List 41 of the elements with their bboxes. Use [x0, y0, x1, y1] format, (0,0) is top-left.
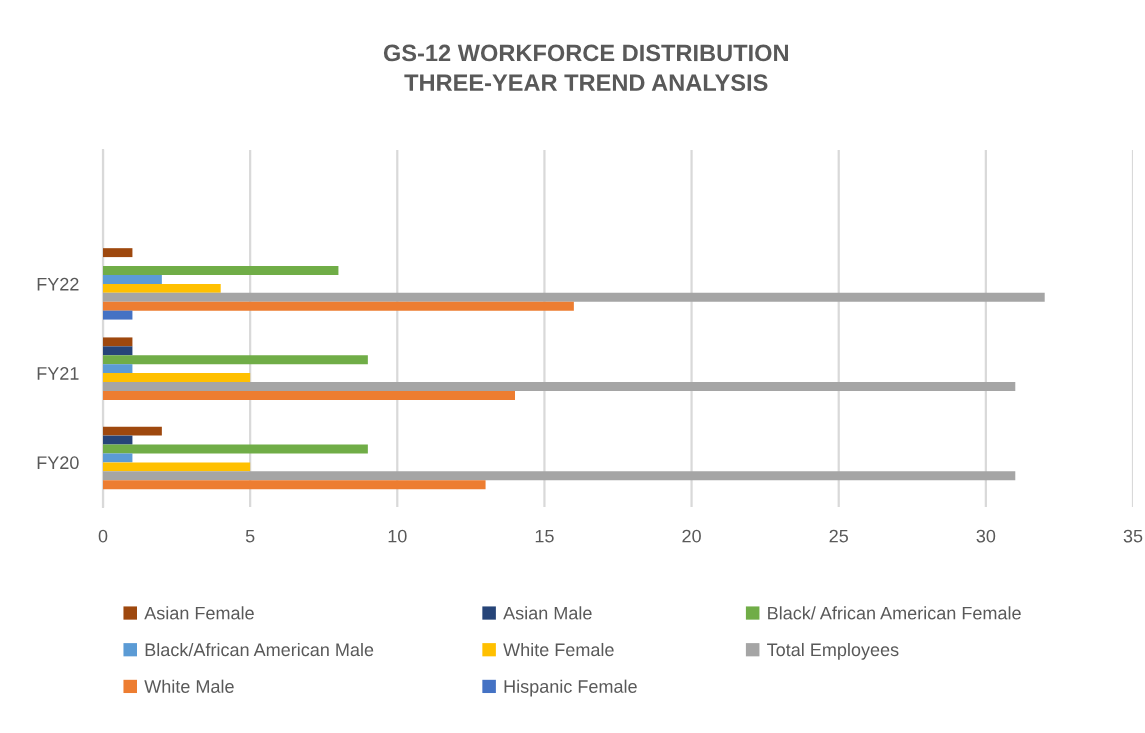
bar — [103, 346, 133, 356]
bar — [103, 283, 221, 293]
x-tick-label: 20 — [682, 529, 701, 543]
x-tick-label: 5 — [245, 529, 255, 543]
bar — [103, 382, 1016, 391]
legend-label: Black/African American Male — [145, 642, 374, 657]
bar — [103, 471, 1016, 481]
legend-label: Total Employees — [767, 642, 899, 660]
legend-label: Hispanic Female — [504, 679, 637, 697]
y-tick-label: FY22 — [37, 277, 79, 291]
legend-label: Black/ African American Female — [768, 606, 1021, 620]
bar — [103, 310, 133, 320]
bar — [103, 301, 574, 311]
bar — [103, 444, 368, 454]
x-tick-label: 30 — [976, 529, 996, 543]
bar — [103, 426, 162, 436]
bar — [103, 355, 368, 365]
y-tick-label: FY21 — [37, 367, 79, 380]
legend-label: White Male — [144, 679, 234, 693]
bar — [103, 364, 133, 374]
x-tick-label: 0 — [98, 529, 108, 543]
bar — [103, 462, 251, 472]
bar — [103, 453, 133, 463]
x-tick-label: 10 — [388, 529, 407, 543]
bar — [103, 390, 515, 400]
bar — [103, 435, 133, 445]
bar — [103, 274, 162, 284]
x-tick-label: 15 — [535, 529, 554, 543]
x-tick-label: 35 — [1123, 529, 1143, 543]
y-tick-label: FY20 — [37, 456, 79, 470]
bar — [103, 337, 133, 347]
chart-title: GS-12 WORKFORCE DISTRIBUTION THREE-YEAR TREND ANALYSIS — [383, 44, 788, 92]
bar — [103, 480, 486, 490]
legend-label: White Female — [503, 642, 614, 657]
legend-label: Asian Male — [503, 606, 592, 620]
legend-label: Asian Female — [144, 606, 254, 620]
bar — [103, 266, 339, 275]
x-tick-label: 25 — [829, 529, 848, 543]
bar — [103, 248, 133, 258]
bar — [103, 292, 1045, 302]
bar — [103, 373, 251, 383]
